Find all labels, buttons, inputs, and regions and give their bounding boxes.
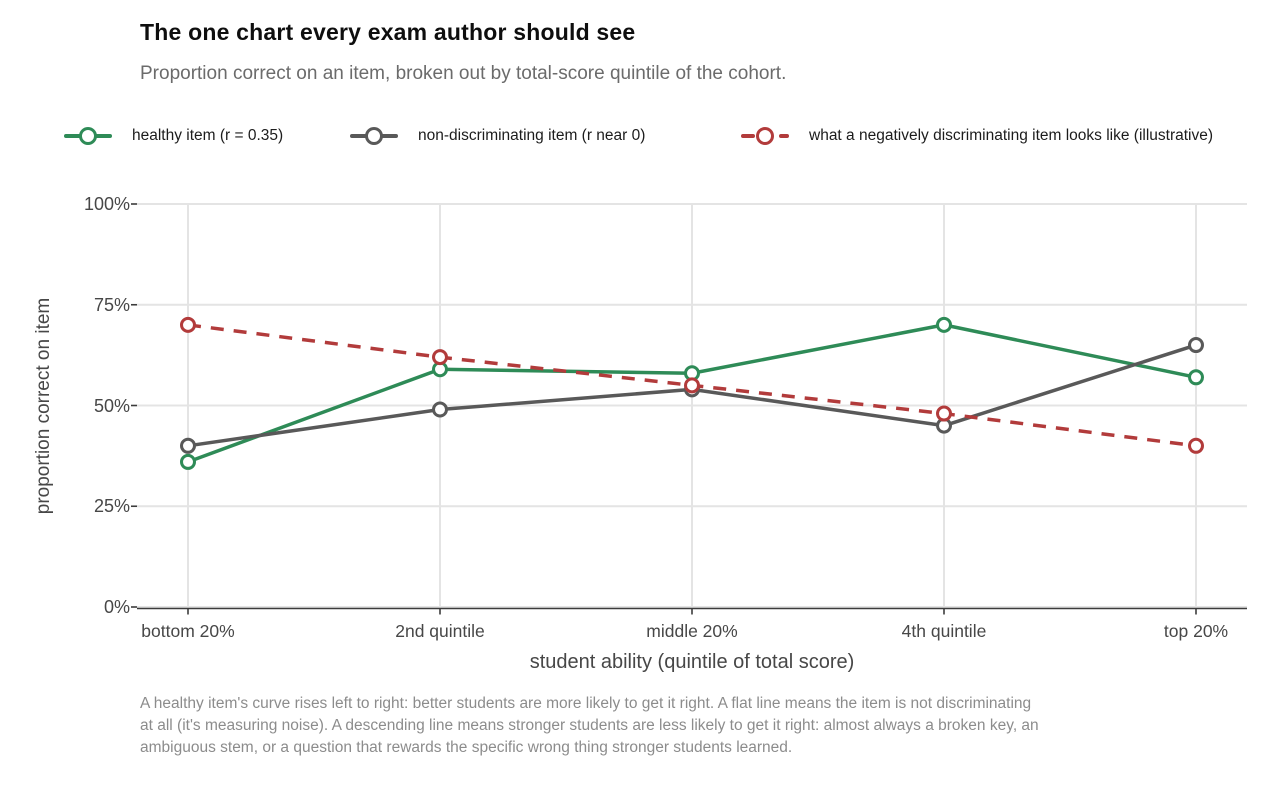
x-tick-label: 4th quintile — [901, 621, 987, 641]
legend-circle — [365, 127, 383, 145]
caption-text: A healthy item's curve rises left to rig… — [140, 695, 1039, 756]
x-tick-label: top 20% — [1163, 621, 1229, 641]
data-point-marker — [432, 401, 448, 418]
x-tick-label: bottom 20% — [141, 621, 235, 641]
legend-circle — [756, 127, 774, 145]
y-tick-label: 75% — [93, 294, 130, 315]
data-point-marker — [180, 437, 196, 454]
chart-subtitle: Proportion correct on an item, broken ou… — [140, 63, 787, 84]
legend-label: non-discriminating item (r near 0) — [418, 127, 646, 144]
data-point-marker — [180, 316, 196, 333]
legend-label: healthy item (r = 0.35) — [132, 127, 284, 144]
data-point-marker — [180, 453, 196, 470]
legend-label: what a negatively discriminating item lo… — [809, 127, 1214, 144]
data-point-marker — [1188, 337, 1204, 354]
legend-item-non-discriminating: non-discriminating item (r near 0) — [350, 126, 645, 146]
legend-item-negative: what a negatively discriminating item lo… — [741, 126, 1213, 146]
y-tick-label: 0% — [103, 597, 130, 617]
y-tick-label: 25% — [93, 496, 130, 517]
x-axis-title: student ability (quintile of total score… — [529, 651, 855, 673]
legend-line — [741, 134, 755, 138]
data-point-marker — [936, 316, 952, 333]
legend-line — [779, 134, 789, 138]
x-tick-label: middle 20% — [646, 621, 738, 641]
legend-circle — [79, 127, 97, 145]
legend-key-negative-icon — [741, 126, 789, 146]
legend-key-healthy-icon — [64, 126, 112, 146]
legend-item-healthy: healthy item (r = 0.35) — [64, 126, 283, 146]
data-point-marker — [432, 349, 448, 366]
y-tick-label: 100% — [83, 194, 130, 214]
y-tick-label: 50% — [93, 395, 130, 416]
data-point-marker — [936, 405, 952, 422]
chart-title: The one chart every exam author should s… — [140, 19, 636, 45]
x-tick-label: 2nd quintile — [395, 621, 485, 641]
legend-key-non-discriminating-icon — [350, 126, 398, 146]
data-point-marker — [1188, 369, 1204, 386]
y-axis-title: proportion correct on item — [33, 297, 54, 515]
data-point-marker — [1188, 437, 1204, 454]
data-point-marker — [684, 377, 700, 394]
